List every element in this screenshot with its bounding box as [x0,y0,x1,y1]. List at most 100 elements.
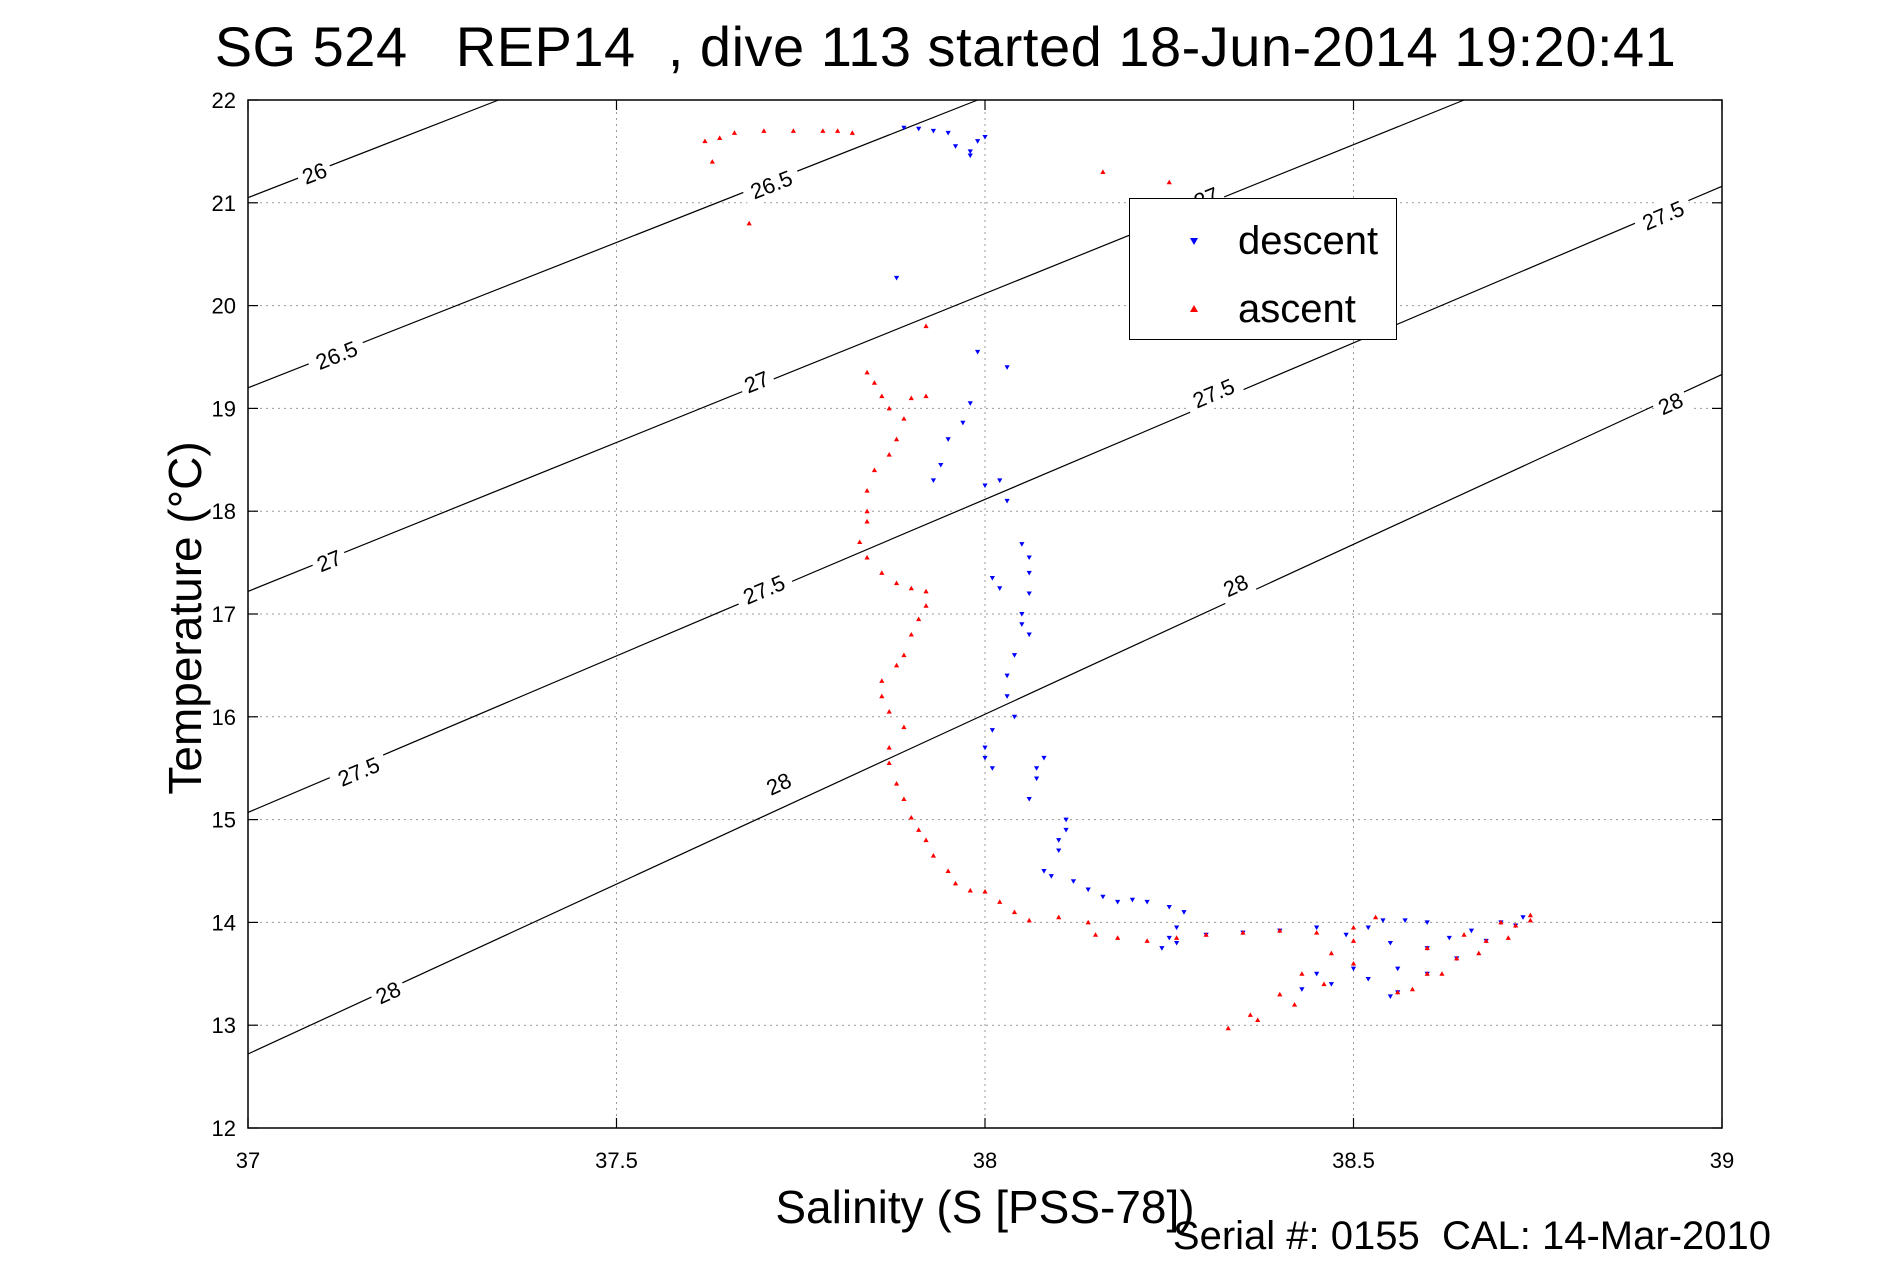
data-point-ascent [1011,909,1018,915]
data-point-ascent [1092,932,1099,937]
data-point-ascent [879,678,885,683]
data-point-descent [945,437,951,442]
contour-label-bg [735,362,778,402]
isopycnal-line [247,185,1723,813]
data-point-descent [1387,994,1393,1000]
data-point-descent [1299,987,1305,992]
data-point-descent [1129,897,1135,903]
y-tick-label: 20 [212,294,236,319]
data-point-ascent [1424,945,1430,951]
serial-calibration-note: Serial #: 0155 CAL: 14-Mar-2010 [1172,1214,1771,1258]
data-point-ascent [1291,1002,1298,1007]
data-point-ascent [916,827,922,832]
data-point-ascent [908,814,914,820]
data-point-descent [1395,966,1401,972]
data-point-descent [1365,925,1371,931]
contour-label-bg [1649,383,1692,424]
data-point-descent [1520,915,1526,920]
contour-label-bg [304,331,369,379]
data-point-descent [1063,827,1069,833]
isopycnal-line [247,373,1723,1055]
data-point-descent [893,275,900,281]
data-point-ascent [1424,971,1430,976]
data-point-ascent [930,852,937,858]
data-point-descent [1159,946,1165,951]
data-point-ascent [1166,179,1172,185]
data-point-ascent [1483,938,1489,943]
y-tick-label: 15 [212,808,236,833]
data-point-ascent [731,130,738,135]
data-point-descent [1402,918,1408,923]
data-point-ascent [893,781,900,786]
data-point-ascent [1505,935,1511,940]
isopycnal-line [247,99,978,389]
data-point-descent [1041,869,1047,874]
data-point-descent [1019,622,1025,627]
data-point-ascent [879,570,885,575]
data-point-ascent [886,452,892,457]
contour-label-bg [757,763,800,804]
contour-label-bg [739,160,804,208]
data-point-descent [989,576,995,581]
data-point-ascent [1100,169,1106,174]
data-point-descent [997,586,1003,591]
data-point-descent [901,125,907,131]
data-point-ascent [997,899,1003,904]
y-axis-label: Temperature (°C) [159,441,211,795]
contour-label-bg [366,972,410,1013]
x-tick-label: 37 [236,1148,260,1173]
data-point-descent [1181,910,1187,915]
y-tick-label: 21 [212,191,236,216]
data-point-ascent [879,693,885,699]
data-point-ascent [1225,1025,1231,1031]
data-point-ascent [923,603,929,608]
data-point-ascent [1247,1012,1253,1017]
data-point-descent [982,483,988,489]
data-point-descent [930,478,937,483]
data-point-ascent [1350,960,1357,966]
data-point-descent [1004,498,1010,504]
triangle-up-icon [1190,305,1198,312]
data-point-ascent [1409,986,1416,992]
x-tick-label: 38.5 [1332,1148,1375,1173]
data-point-descent [1387,940,1393,946]
data-point-ascent [1240,930,1246,935]
data-point-descent [1004,365,1010,370]
data-point-ascent [923,837,929,843]
data-point-descent [1048,874,1054,879]
data-point-ascent [1144,938,1150,943]
data-point-ascent [901,652,907,658]
data-point-ascent [1321,981,1327,987]
chart-title: SG 524 REP14 , dive 113 started 18-Jun-2… [214,15,1677,78]
data-point-descent [975,349,981,355]
data-point-descent [1468,928,1475,934]
contour-label-bg [1181,368,1246,418]
data-point-descent [1314,971,1320,977]
legend-item-descent: descent [1130,217,1396,267]
data-point-ascent [1454,955,1460,961]
data-point-ascent [967,887,973,893]
data-point-descent [1350,966,1357,972]
data-point-ascent [908,631,914,637]
data-point-descent [1424,920,1430,925]
data-point-descent [1085,887,1091,893]
y-tick-label: 16 [212,705,236,730]
data-point-descent [1174,925,1180,931]
data-point-descent [1026,591,1032,597]
data-point-ascent [1026,917,1032,923]
x-tick-label: 38 [973,1148,997,1173]
isopycnal-line [247,99,499,199]
y-tick-label: 13 [212,1013,236,1038]
data-points [702,125,1533,1031]
data-point-descent [945,130,951,136]
data-point-ascent [901,724,907,730]
data-point-ascent [901,796,907,802]
data-point-descent [1166,904,1172,910]
contour-label-bg [1630,190,1696,240]
data-point-ascent [820,128,826,133]
data-point-descent [930,128,937,134]
data-point-descent [982,135,988,140]
data-point-ascent [1476,950,1482,956]
data-point-descent [938,462,944,468]
